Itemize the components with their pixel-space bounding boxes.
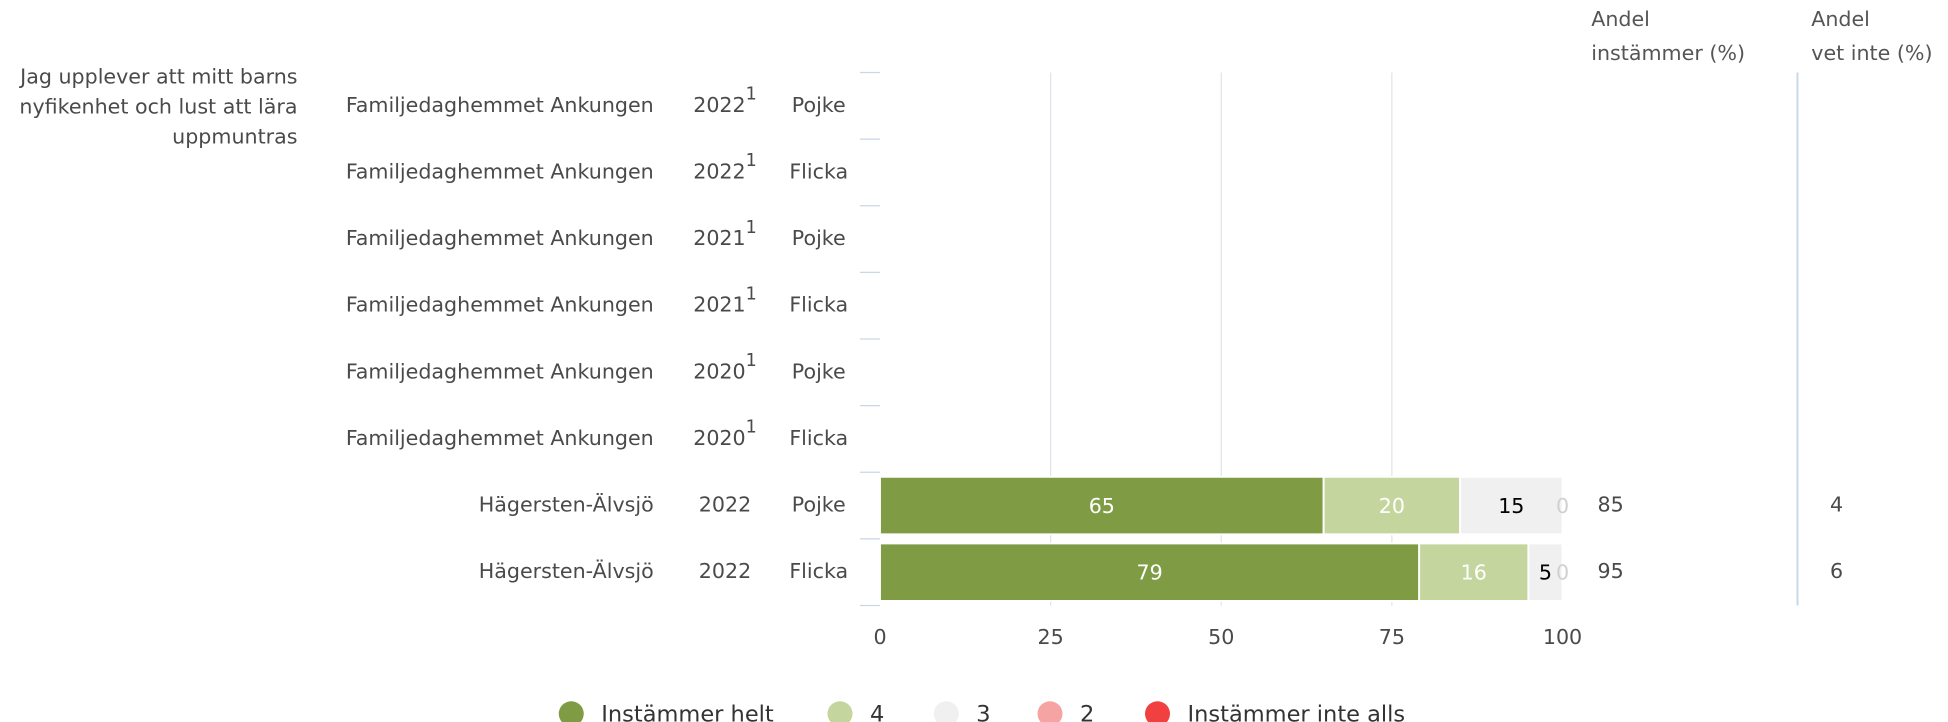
legend-label: Instämmer helt [601,702,774,722]
legend-marker [558,701,584,722]
gender-label: Flicka [789,159,848,183]
question-label: Jag upplever att mitt barns [18,65,297,89]
year-note: 1 [746,151,757,171]
question-label: uppmuntras [172,125,297,149]
year-note: 1 [746,351,757,371]
x-tick-label: 100 [1543,625,1582,649]
legend-marker [1037,701,1063,722]
x-tick-label: 75 [1379,625,1405,649]
value-label: 15 [1498,494,1524,518]
category-label: Familjedaghemmet Ankungen [346,293,654,317]
category-label: Hägersten-Älvsjö [479,492,654,517]
year-label: 20211 [693,284,757,316]
bar-segment [879,542,1421,602]
legend-label: 2 [1080,702,1094,722]
column-header: vet inte (%) [1811,41,1932,65]
bar-segment [1418,542,1530,602]
value-label: 16 [1461,560,1487,584]
year-label: 20221 [693,151,757,183]
value-label: 0 [1556,494,1569,518]
year: 2021 [693,226,745,250]
value-label: 65 [1089,494,1115,518]
bar-segment [1527,542,1564,602]
gender-label: Flicka [789,559,848,583]
year-note: 1 [746,284,757,304]
legend-label: 3 [976,702,990,722]
gender-label: Flicka [789,426,848,450]
year-note: 1 [746,418,757,438]
year-label: 20211 [693,218,757,250]
column-header: instämmer (%) [1591,41,1745,65]
category-label: Familjedaghemmet Ankungen [346,359,654,383]
legend-label: 4 [870,702,884,722]
year: 2022 [699,493,751,517]
value-label: 79 [1136,560,1162,584]
legend-label: Instämmer inte alls [1188,702,1406,722]
x-tick-label: 0 [873,625,886,649]
category-label: Hägersten-Älvsjö [479,558,654,583]
year: 2021 [693,293,745,317]
x-tick-label: 25 [1038,625,1064,649]
category-label: Familjedaghemmet Ankungen [346,159,654,183]
gender-label: Pojke [792,359,846,383]
year-note: 1 [746,85,757,105]
gender-label: Pojke [792,226,846,250]
year: 2020 [693,426,745,450]
column-value: 4 [1830,493,1843,517]
year: 2022 [693,93,745,117]
legend-marker [827,701,853,722]
column-header: Andel [1591,7,1650,31]
bar-segment [1322,475,1462,536]
bar-segment [1459,475,1564,536]
bar-segment [879,475,1325,536]
x-tick-label: 50 [1208,625,1234,649]
value-label: 20 [1379,494,1405,518]
year: 2020 [693,359,745,383]
year: 2022 [699,559,751,583]
column-value: 95 [1598,559,1624,583]
category-label: Familjedaghemmet Ankungen [346,93,654,117]
year-label: 2022 [699,493,751,517]
question-label: nyfikenhet och lust att lära [19,95,297,119]
category-label: Familjedaghemmet Ankungen [346,426,654,450]
column-value: 85 [1598,493,1624,517]
value-label: 0 [1556,560,1569,584]
value-label: 5 [1539,560,1552,584]
legend-marker [1145,701,1170,722]
legend-marker [933,701,959,722]
category-label: Familjedaghemmet Ankungen [346,226,654,250]
year-note: 1 [746,218,757,238]
year: 2022 [693,159,745,183]
year-label: 2022 [699,559,751,583]
year-label: 20201 [693,351,757,383]
column-header: Andel [1811,7,1870,31]
column-value: 6 [1830,559,1843,583]
year-label: 20221 [693,85,757,117]
gender-label: Pojke [792,93,846,117]
gender-label: Pojke [792,493,846,517]
gender-label: Flicka [789,293,848,317]
year-label: 20201 [693,418,757,450]
